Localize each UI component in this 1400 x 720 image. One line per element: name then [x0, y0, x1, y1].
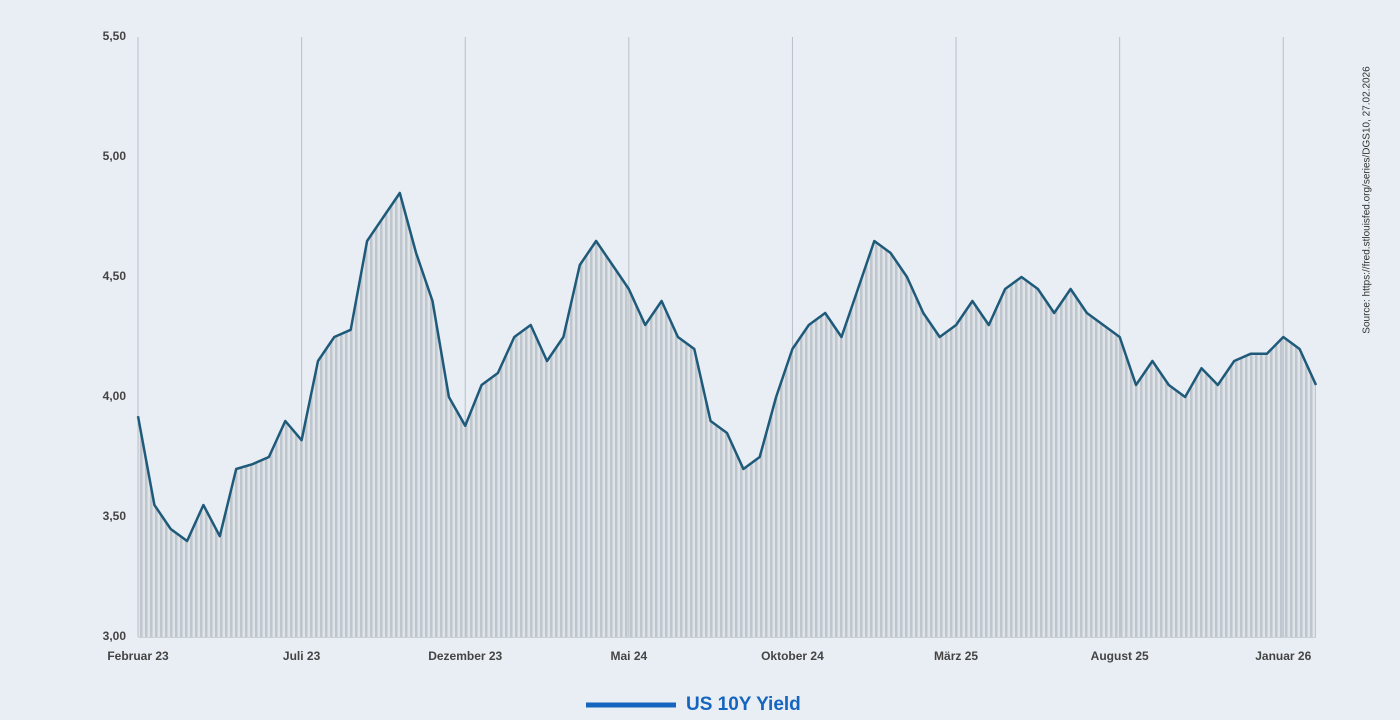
y-tick-label: 3,50	[103, 509, 127, 523]
legend-label: US 10Y Yield	[686, 694, 801, 715]
x-tick-label: Juli 23	[283, 649, 321, 663]
x-tick-label: Februar 23	[107, 649, 169, 663]
x-tick-label: August 25	[1091, 649, 1149, 663]
x-tick-label: Mai 24	[610, 649, 647, 663]
area	[138, 193, 1316, 637]
y-tick-label: 4,00	[103, 389, 127, 403]
x-tick-label: Dezember 23	[428, 649, 502, 663]
x-tick-label: März 25	[934, 649, 978, 663]
y-tick-label: 5,00	[103, 149, 127, 163]
y-tick-label: 5,50	[103, 29, 127, 43]
x-tick-label: Januar 26	[1255, 649, 1311, 663]
line	[136, 191, 1318, 543]
x-tick-label: Oktober 24	[761, 649, 824, 663]
y-tick-label: 3,00	[103, 629, 127, 643]
source: Source: https://fred.stlouisfed.org/seri…	[1362, 66, 1373, 334]
y-tick-label: 4,50	[103, 269, 127, 283]
